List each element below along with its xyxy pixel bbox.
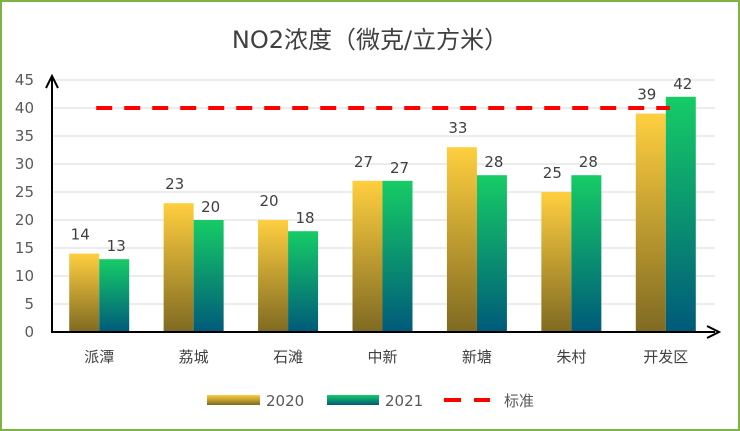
x-category-label: 派潭 (84, 348, 114, 366)
bar-2020 (69, 253, 100, 332)
data-label: 28 (579, 153, 598, 171)
y-tick-label: 15 (15, 239, 34, 257)
data-label: 20 (260, 192, 279, 210)
bar-2021 (476, 175, 507, 332)
bar-2020 (541, 192, 572, 332)
data-label: 13 (107, 237, 126, 255)
legend-swatch-2020 (207, 395, 260, 405)
y-tick-label: 30 (15, 155, 34, 173)
bar-2021 (665, 96, 696, 332)
data-label: 14 (71, 226, 90, 244)
bar-2021 (382, 180, 413, 332)
bar-2021 (571, 175, 602, 332)
bar-2020 (163, 203, 194, 332)
bar-2021 (193, 220, 224, 332)
y-tick-label: 40 (15, 99, 34, 117)
x-category-label: 中新 (367, 348, 397, 366)
y-tick-label: 45 (15, 71, 34, 89)
x-axis-arrow-icon (706, 325, 722, 339)
y-tick-label: 5 (24, 295, 34, 313)
bar-2021 (99, 259, 130, 332)
y-tick-label: 20 (15, 211, 34, 229)
data-label: 27 (390, 159, 409, 177)
chart-title: NO2浓度（微克/立方米） (232, 26, 508, 54)
x-category-label: 开发区 (643, 348, 688, 366)
bar-2020 (258, 220, 289, 332)
x-category-label: 朱村 (556, 348, 586, 366)
legend-label-2021: 2021 (385, 392, 423, 410)
legend-swatch-2021 (327, 395, 379, 405)
data-label: 23 (165, 175, 184, 193)
data-label: 33 (448, 119, 467, 137)
data-label: 28 (484, 153, 503, 171)
bar-2021 (288, 231, 319, 332)
y-axis-arrow-icon (45, 73, 59, 89)
data-label: 42 (673, 75, 692, 93)
bar-2020 (635, 113, 666, 332)
y-tick-label: 25 (15, 183, 34, 201)
y-tick-label: 10 (15, 267, 34, 285)
data-label: 27 (354, 153, 373, 171)
data-label: 25 (543, 164, 562, 182)
x-category-label: 石滩 (273, 348, 303, 366)
y-tick-label: 0 (24, 323, 34, 341)
y-tick-label: 35 (15, 127, 34, 145)
bar-2020 (446, 147, 477, 332)
x-category-label: 荔城 (179, 348, 209, 366)
data-label: 18 (296, 209, 315, 227)
legend-label-2020: 2020 (266, 392, 304, 410)
data-label: 20 (201, 198, 220, 216)
data-label: 39 (637, 86, 656, 104)
legend-label-standard: 标准 (504, 392, 534, 410)
bar-2020 (352, 180, 383, 332)
x-category-label: 新塘 (462, 348, 492, 366)
